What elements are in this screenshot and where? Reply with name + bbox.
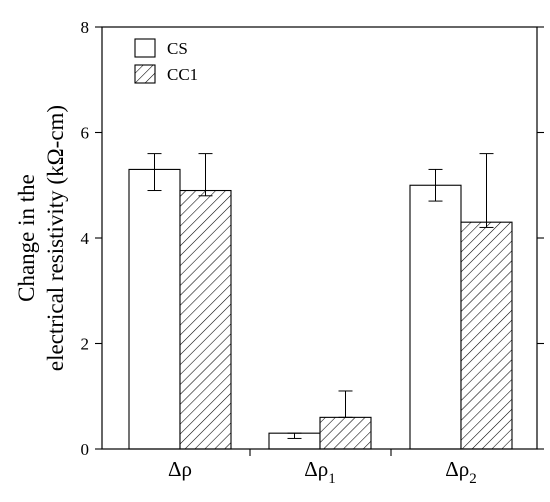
bar-cs-0	[128, 168, 181, 450]
legend-swatch-cc1	[134, 64, 156, 84]
legend-swatch-cs	[134, 38, 156, 58]
y-tick-label-4: 4	[81, 229, 90, 248]
legend-label-cs: CS	[167, 39, 188, 58]
y-tick-label-8: 8	[81, 18, 90, 37]
x-category-label-2: Δρ2	[445, 457, 476, 487]
y-tick-label-2: 2	[81, 335, 90, 354]
x-category-label-1: Δρ1	[304, 457, 335, 487]
legend-label-cc1: CC1	[167, 65, 198, 84]
bar-cc1-1	[319, 416, 372, 450]
bar-cc1-0	[179, 189, 232, 450]
x-category-label-0: Δρ	[168, 457, 192, 481]
y-tick-label-0: 0	[81, 440, 90, 459]
y-axis-label-line-1: electrical resistivity (kΩ-cm)	[43, 105, 68, 371]
y-axis-label: Change in the electrical resistivity (kΩ-…	[14, 105, 68, 371]
bar-cc1-2	[460, 221, 513, 450]
bar-cs-2	[409, 184, 462, 450]
y-axis-label-line-0: Change in the	[14, 174, 39, 302]
y-tick-label-6: 6	[81, 124, 90, 143]
